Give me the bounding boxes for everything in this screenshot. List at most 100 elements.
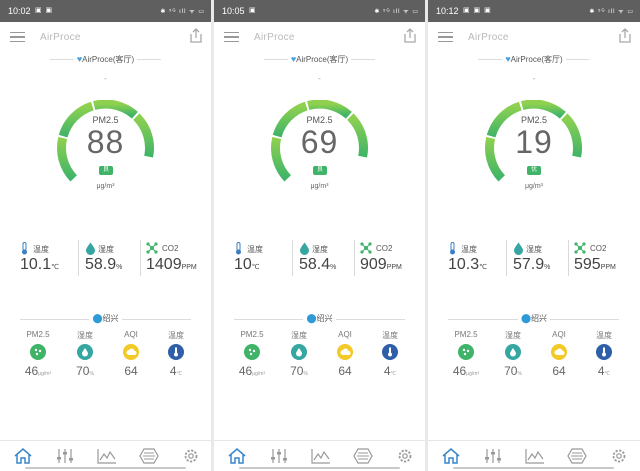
device-selector[interactable]: ♥AirProce(客厅) [0,54,211,65]
metric-divider [354,240,355,276]
outdoor-pm25: PM2.5 46μg/m³ [18,330,58,378]
indoor-metrics: 温度 10℃ 湿度 58.4% CO2 909PPM [214,238,425,278]
filter-icon[interactable] [138,447,160,465]
outdoor-label: PM2.5 [26,330,50,339]
outdoor-unit: μg/m³ [466,371,480,377]
sliders-icon[interactable] [54,447,76,465]
pm25-gauge [0,100,211,210]
outdoor-value: 64 [111,364,151,378]
app-title: AirProce [254,32,295,43]
outdoor-number: 70 [290,364,304,378]
metric-unit: PPM [181,264,197,271]
bottom-tab-bar [0,440,211,471]
gauge-label: PM2.5 [520,115,547,125]
metric-label: CO2 [162,244,179,253]
outdoor-label: 温度 [596,331,612,340]
thermometer-icon [22,242,27,255]
system-status-icons: ✱ ⁵ᴳ ıll ᯤ ▭ [374,9,419,15]
menu-icon[interactable] [10,32,25,42]
screen-divider [211,0,214,471]
notification-icons: ▣ [249,7,257,14]
outdoor-unit: % [517,371,522,377]
air-quality-badge: 优 [527,166,541,175]
outdoor-value: 64 [325,364,365,378]
metric-value: 909PPM [360,256,402,274]
molecule-icon [574,242,586,254]
outdoor-aqi: AQI 64 [111,330,151,378]
device-name: AirProce(客厅) [82,55,135,64]
device-selector[interactable]: ♥AirProce(客厅) [214,54,425,65]
location-name: 绍兴 [316,314,333,323]
location-label: ⬤绍兴 [428,313,640,324]
metric-number: 58.9 [85,256,117,273]
outdoor-value: 46μg/m³ [232,364,272,378]
share-icon[interactable] [618,28,632,44]
metric-value: 595PPM [574,256,616,274]
share-icon[interactable] [403,28,417,44]
home-icon[interactable] [226,447,248,465]
gauge-value: 69 [300,124,339,160]
sliders-icon[interactable] [268,447,290,465]
outdoor-aqi: AQI 64 [539,330,579,378]
outdoor-number: 46 [24,364,39,378]
molecule-icon [146,242,158,254]
metric-co2: CO2 595PPM [574,238,636,278]
device-name: AirProce(客厅) [296,55,349,64]
metric-label: 温度 [33,245,49,254]
gauge-segment [521,100,566,119]
menu-icon[interactable] [438,32,453,42]
filter-icon[interactable] [566,447,588,465]
outdoor-number: 70 [504,364,518,378]
sliders-icon[interactable] [482,447,504,465]
thermometer-icon [382,344,398,360]
gauge-label: PM2.5 [92,115,119,125]
share-icon[interactable] [189,28,203,44]
heart-icon: ♥ [290,54,297,64]
outdoor-number: 46 [452,364,467,378]
heart-icon: ♥ [76,54,83,64]
chart-line-icon[interactable] [96,447,118,465]
metric-label: 湿度 [98,245,114,254]
metric-value: 57.9% [513,256,550,274]
outdoor-metrics: PM2.5 46μg/m³ 湿度 70% AQI 64 温度 4℃ [428,330,640,380]
device-selector[interactable]: ♥AirProce(客厅) [428,54,640,65]
outdoor-value: 70% [65,364,105,378]
metric-humidity: 湿度 58.9% [85,238,140,278]
outdoor-value: 70% [279,364,319,378]
outdoor-temperature: 温度 4℃ [584,330,624,378]
outdoor-value: 4℃ [370,364,410,378]
gesture-bar [239,467,400,469]
pm25-gauge [214,100,425,210]
settings-gear-icon[interactable] [394,447,416,465]
metric-number: 58.4 [299,256,331,273]
system-status-icons: ✱ ⁵ᴳ ıll ᯤ ▭ [589,9,634,15]
dots-icon [30,344,46,360]
menu-icon[interactable] [224,32,239,42]
metric-label: 温度 [461,245,477,254]
chart-line-icon[interactable] [310,447,332,465]
outdoor-metrics: PM2.5 46μg/m³ 湿度 70% AQI 64 温度 4℃ [214,330,425,380]
outdoor-label: 湿度 [505,331,521,340]
metric-number: 57.9 [513,256,545,273]
settings-gear-icon[interactable] [180,447,202,465]
outdoor-unit: % [303,371,308,377]
metric-value: 10℃ [234,256,260,274]
chart-line-icon[interactable] [524,447,546,465]
outdoor-value: 4℃ [584,364,624,378]
outdoor-value: 70% [493,364,533,378]
metric-value: 10.3℃ [448,256,487,274]
filter-icon[interactable] [352,447,374,465]
metric-temperature: 温度 10.1℃ [20,238,75,278]
outdoor-aqi: AQI 64 [325,330,365,378]
home-icon[interactable] [12,447,34,465]
air-quality-badge: 良 [99,166,113,175]
home-icon[interactable] [440,447,462,465]
settings-gear-icon[interactable] [608,447,630,465]
bottom-tab-bar [214,440,425,471]
outdoor-label: AQI [552,330,566,339]
outdoor-unit: ℃ [604,371,611,377]
outdoor-label: AQI [124,330,138,339]
outdoor-label: 温度 [168,331,184,340]
gauge-unit: μg/m³ [524,183,544,190]
gesture-bar [453,467,614,469]
